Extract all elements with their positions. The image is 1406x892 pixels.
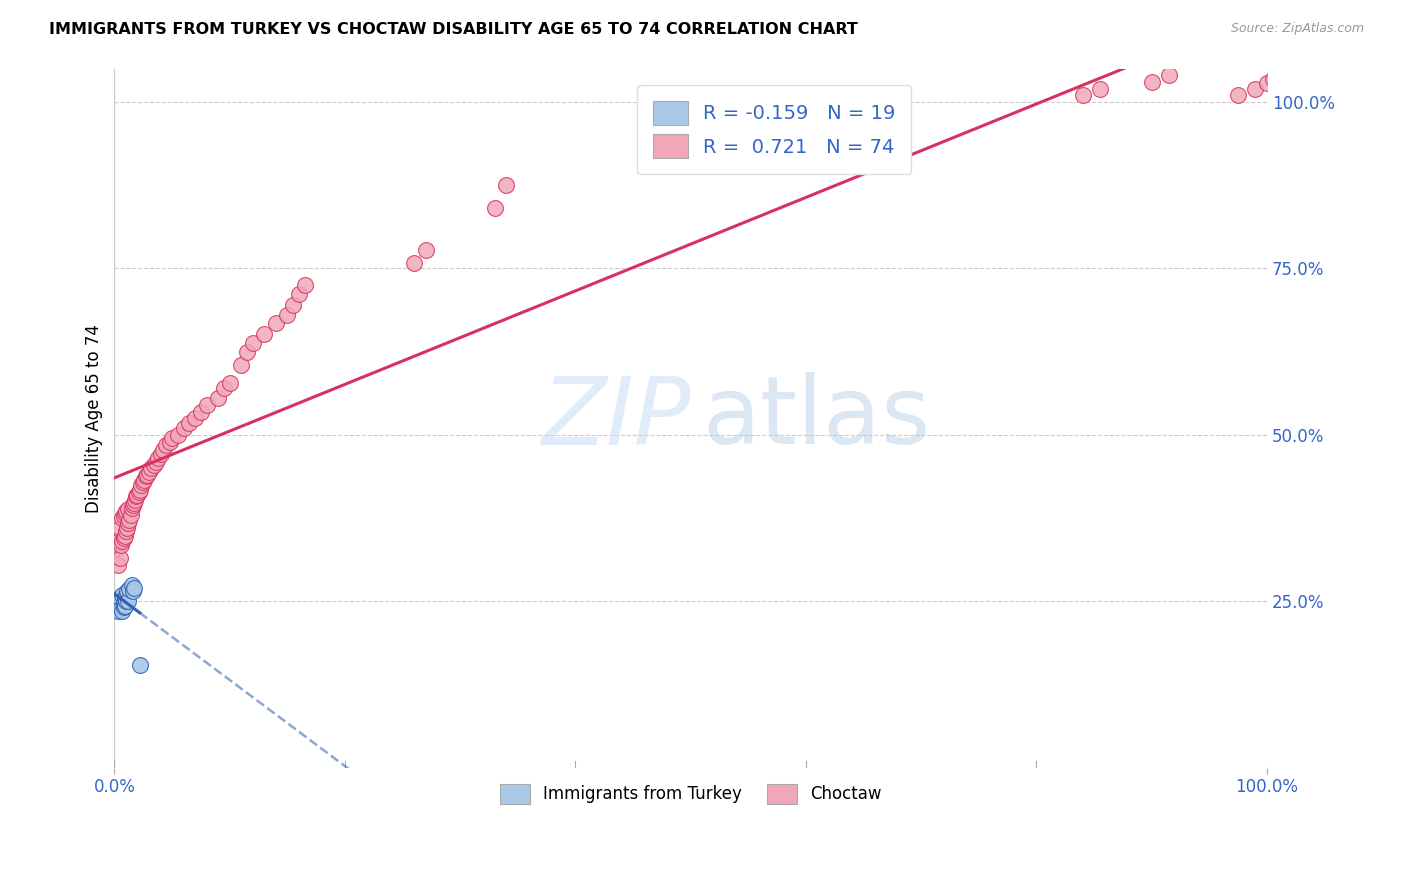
Point (107, 558, 129, 572)
Point (135, 469, 157, 483)
Point (1157, 68, 1180, 82)
Point (125, 489, 148, 503)
Point (121, 501, 143, 516)
Point (117, 502, 139, 516)
Point (115, 589, 138, 603)
Point (495, 178, 517, 193)
Point (121, 584, 143, 599)
Point (115, 584, 138, 599)
Point (124, 493, 146, 508)
Point (107, 604, 129, 618)
Point (127, 488, 149, 502)
Point (111, 604, 134, 618)
Point (159, 434, 181, 449)
Point (108, 598, 131, 612)
Point (115, 504, 138, 518)
Point (714, 148, 737, 162)
Point (152, 442, 174, 457)
Point (117, 594, 139, 608)
Point (149, 446, 172, 460)
Point (288, 286, 311, 301)
Point (112, 599, 135, 614)
Point (184, 411, 207, 425)
Point (253, 326, 276, 341)
Point (207, 391, 229, 405)
Point (111, 511, 134, 525)
Point (1256, 76, 1278, 90)
Point (218, 376, 240, 390)
Point (108, 591, 131, 605)
Point (195, 398, 218, 412)
Point (111, 588, 134, 602)
Point (166, 428, 188, 442)
Point (1071, 88, 1094, 103)
Point (173, 421, 195, 435)
Point (114, 529, 136, 543)
Point (236, 344, 259, 359)
Point (112, 509, 135, 524)
Point (105, 541, 128, 555)
Text: Source: ZipAtlas.com: Source: ZipAtlas.com (1230, 22, 1364, 36)
Point (190, 404, 212, 418)
Point (281, 298, 304, 312)
Point (114, 599, 136, 613)
Point (264, 316, 287, 330)
Point (415, 243, 437, 257)
Point (108, 521, 131, 535)
Point (111, 534, 134, 549)
Point (114, 590, 136, 604)
Point (1244, 81, 1267, 95)
Point (118, 582, 141, 597)
Point (110, 538, 132, 552)
Point (725, 128, 748, 142)
Point (1088, 81, 1111, 95)
Point (122, 496, 145, 510)
Point (122, 581, 145, 595)
Point (148, 451, 170, 466)
Point (120, 508, 142, 522)
Point (112, 531, 135, 545)
Point (179, 416, 201, 430)
Text: IMMIGRANTS FROM TURKEY VS CHOCTAW DISABILITY AGE 65 TO 74 CORRELATION CHART: IMMIGRANTS FROM TURKEY VS CHOCTAW DISABI… (49, 22, 858, 37)
Y-axis label: Disability Age 65 to 74: Disability Age 65 to 74 (86, 324, 103, 513)
Point (402, 256, 425, 270)
Point (108, 551, 131, 566)
Point (142, 458, 165, 472)
Point (117, 516, 139, 530)
Text: atlas: atlas (702, 372, 931, 464)
Point (115, 521, 138, 535)
Point (114, 507, 136, 521)
Text: ZIP: ZIP (541, 373, 690, 464)
Point (231, 358, 253, 372)
Point (118, 513, 141, 527)
Point (212, 381, 235, 395)
Legend: Immigrants from Turkey, Choctaw: Immigrants from Turkey, Choctaw (488, 772, 893, 815)
Point (135, 467, 157, 482)
Point (115, 524, 138, 539)
Point (108, 534, 131, 549)
Point (121, 498, 143, 512)
Point (1140, 75, 1163, 89)
Point (134, 473, 156, 487)
Point (128, 657, 150, 672)
Point (138, 465, 160, 479)
Point (112, 596, 135, 610)
Point (121, 578, 143, 592)
Point (294, 278, 316, 293)
Point (110, 601, 132, 615)
Point (132, 475, 155, 489)
Point (128, 483, 150, 497)
Point (145, 454, 167, 468)
Point (141, 461, 163, 475)
Point (276, 308, 298, 322)
Point (128, 484, 150, 499)
Point (1261, 71, 1284, 86)
Point (129, 478, 152, 492)
Point (115, 594, 138, 608)
Point (242, 335, 264, 350)
Point (484, 202, 506, 216)
Point (1227, 88, 1250, 103)
Point (160, 431, 183, 445)
Point (155, 438, 177, 452)
